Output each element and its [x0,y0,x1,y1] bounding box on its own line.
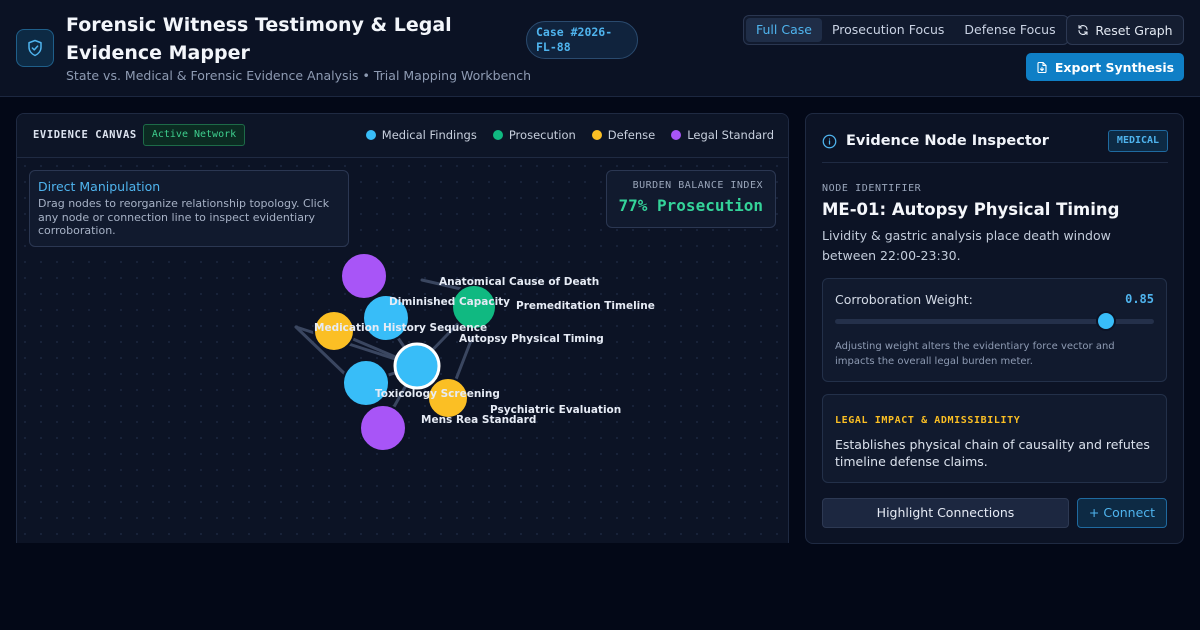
weight-note: Adjusting weight alters the evidentiary … [835,341,1115,367]
corroboration-weight-slider[interactable] [835,313,1154,329]
node-label[interactable]: Diminished Capacity [389,296,510,308]
node-label[interactable]: Psychiatric Evaluation [490,404,621,416]
manipulation-hint: Direct Manipulation Drag nodes to reorga… [29,170,349,247]
node-description: Lividity & gastric analysis place death … [822,228,1111,263]
category-legend: Medical Findings Prosecution Defense Leg… [365,128,774,142]
legend-label-medical: Medical Findings [381,128,477,142]
canvas-header: EVIDENCE CANVAS Active Network Medical F… [17,114,788,158]
node-label[interactable]: Mens Rea Standard [421,414,536,426]
node-label[interactable]: Anatomical Cause of Death [439,276,599,288]
legend-item-legal: Legal Standard [671,128,774,142]
graph-node-selected[interactable] [393,342,441,390]
node-label[interactable]: Autopsy Physical Timing [459,333,604,345]
hint-text: Drag nodes to reorganize relationship to… [38,197,330,237]
impact-label: LEGAL IMPACT & ADMISSIBILITY [835,415,1021,426]
connect-button[interactable]: + Connect [1077,498,1167,528]
info-icon [822,134,837,149]
tab-prosecution-focus[interactable]: Prosecution Focus [831,22,945,37]
corroboration-weight-card: Corroboration Weight: 0.85 Adjusting wei… [822,278,1167,382]
network-status-badge: Active Network [143,124,245,146]
legend-label-prosecution: Prosecution [508,128,576,142]
graph-node-legal[interactable] [340,252,388,300]
page-title: Forensic Witness Testimony & Legal Evide… [66,14,452,64]
graph-node-medical[interactable] [342,359,390,407]
legend-label-defense: Defense [607,128,656,142]
graph-canvas[interactable]: Anatomical Cause of Death Diminished Cap… [17,158,789,543]
node-name: ME-01: Autopsy Physical Timing [822,200,1120,219]
shield-check-icon [16,29,54,67]
page-subtitle: State vs. Medical & Forensic Evidence An… [66,68,532,83]
tab-full-case[interactable]: Full Case [746,18,822,42]
view-mode-tabs: Full Case Prosecution Focus Defense Focu… [743,15,1069,45]
export-synthesis-label: Export Synthesis [1054,59,1175,75]
file-export-icon [1037,61,1047,73]
inspector-header: Evidence Node Inspector MEDICAL [822,114,1168,163]
graph-node-defense[interactable] [313,310,355,352]
graph-node-legal[interactable] [359,404,407,452]
reset-graph-button[interactable]: Reset Graph [1066,15,1184,45]
node-label[interactable]: Premeditation Timeline [516,300,655,312]
legend-item-medical: Medical Findings [365,128,477,142]
evidence-canvas-panel: EVIDENCE CANVAS Active Network Medical F… [16,113,789,543]
hint-title: Direct Manipulation [38,179,161,194]
graph-node-medical[interactable] [362,294,410,342]
legend-dot-defense [591,130,602,140]
export-synthesis-button[interactable]: Export Synthesis [1026,53,1184,81]
refresh-icon [1078,24,1088,36]
legend-label-legal: Legal Standard [687,128,774,142]
legal-impact-card: LEGAL IMPACT & ADMISSIBILITY Establishes… [822,394,1167,483]
legend-item-prosecution: Prosecution [492,128,576,142]
node-id-label: NODE IDENTIFIER [822,183,922,194]
legend-dot-legal [671,130,682,140]
burden-label: BURDEN BALANCE INDEX [632,180,763,191]
impact-text: Establishes physical chain of causality … [835,437,1150,469]
tab-defense-focus[interactable]: Defense Focus [964,22,1056,37]
inspector-title: Evidence Node Inspector [846,133,1049,149]
case-badge: Case #2026-FL-88 [526,21,638,59]
node-inspector-panel: Evidence Node Inspector MEDICAL NODE IDE… [805,113,1184,544]
graph-node-prosecution[interactable] [451,284,497,330]
category-badge: MEDICAL [1108,130,1168,152]
slider-thumb[interactable] [1098,313,1115,329]
evidence-graph[interactable]: Anatomical Cause of Death Diminished Cap… [17,158,789,543]
node-label[interactable]: Toxicology Screening [375,388,500,400]
graph-node-defense[interactable] [427,377,469,419]
legend-item-defense: Defense [591,128,656,142]
legend-dot-prosecution [492,130,503,140]
app-header: Forensic Witness Testimony & Legal Evide… [0,0,1200,97]
burden-value: 77% Prosecution [618,196,764,215]
burden-balance-meter: BURDEN BALANCE INDEX 77% Prosecution [606,170,776,228]
edge-line[interactable] [294,325,348,377]
weight-label: Corroboration Weight: [835,292,973,307]
highlight-connections-button[interactable]: Highlight Connections [822,498,1069,528]
reset-graph-label: Reset Graph [1095,22,1173,38]
canvas-title: EVIDENCE CANVAS [33,129,137,141]
weight-value: 0.85 [1125,292,1154,306]
node-label[interactable]: Medication History Sequence [314,322,487,334]
legend-dot-medical [365,130,376,140]
